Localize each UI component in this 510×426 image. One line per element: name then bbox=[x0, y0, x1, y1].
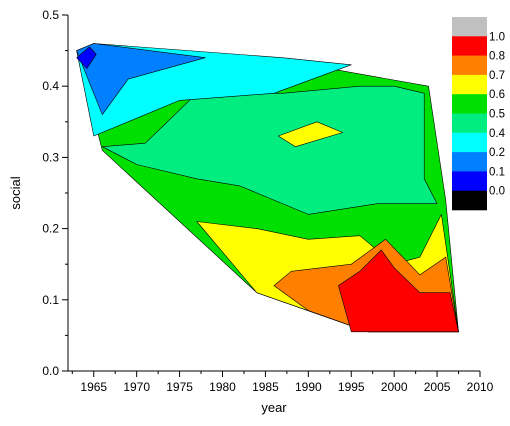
legend-label: 0.4 bbox=[489, 128, 506, 140]
x-tick-label: 1990 bbox=[295, 380, 322, 394]
legend-label: 1.0 bbox=[489, 31, 505, 43]
legend-label: 0.2 bbox=[489, 147, 505, 159]
x-axis-title: year bbox=[261, 400, 287, 415]
legend-swatch bbox=[452, 17, 487, 37]
y-tick-label: 0.0 bbox=[42, 364, 59, 378]
x-tick-label: 1965 bbox=[80, 380, 107, 394]
x-tick-label: 1985 bbox=[252, 380, 279, 394]
contour-region-3 bbox=[76, 43, 206, 115]
legend-label: 0.5 bbox=[489, 109, 505, 121]
contour-region-6 bbox=[277, 121, 344, 147]
legend-label: 0.0 bbox=[489, 186, 505, 198]
x-tick-label: 1995 bbox=[338, 380, 365, 394]
x-tick-label: 2005 bbox=[424, 380, 451, 394]
y-tick-label: 0.4 bbox=[42, 79, 59, 93]
x-tick-label: 1980 bbox=[209, 380, 236, 394]
contour-region-8 bbox=[338, 249, 459, 333]
legend-swatch bbox=[452, 171, 487, 191]
legend-label: 0.6 bbox=[489, 89, 505, 101]
y-tick-label: 0.2 bbox=[42, 222, 59, 236]
y-tick-label: 0.1 bbox=[42, 293, 59, 307]
legend-label: 0.8 bbox=[489, 51, 505, 63]
legend-label: 0.7 bbox=[489, 70, 505, 82]
legend-swatch bbox=[452, 36, 487, 56]
color-legend: 1.0 0.8 0.7 0.6 0.5 0.4 0.2 0.1 0.0 bbox=[452, 17, 506, 211]
x-tick-label: 2000 bbox=[381, 380, 408, 394]
contour-regions bbox=[76, 43, 459, 333]
legend-swatch bbox=[452, 152, 487, 172]
legend-swatch bbox=[452, 55, 487, 76]
x-tick-label: 1970 bbox=[123, 380, 150, 394]
legend-swatch bbox=[452, 132, 487, 153]
legend-label: 0.1 bbox=[489, 166, 505, 178]
legend-swatch bbox=[452, 94, 487, 114]
legend-swatch bbox=[452, 74, 487, 95]
plot-axes: 1965 1970 1975 1980 1985 1990 1995 2000 2005 2010… bbox=[42, 8, 493, 394]
y-tick-label: 0.5 bbox=[42, 8, 59, 22]
legend-swatch bbox=[452, 190, 487, 211]
contour-region-4 bbox=[76, 46, 97, 69]
x-tick-label: 1975 bbox=[166, 380, 193, 394]
y-tick-label: 0.3 bbox=[42, 150, 59, 164]
y-axis-title: social bbox=[8, 176, 23, 209]
x-tick-label: 2010 bbox=[467, 380, 494, 394]
legend-swatch bbox=[452, 113, 487, 134]
